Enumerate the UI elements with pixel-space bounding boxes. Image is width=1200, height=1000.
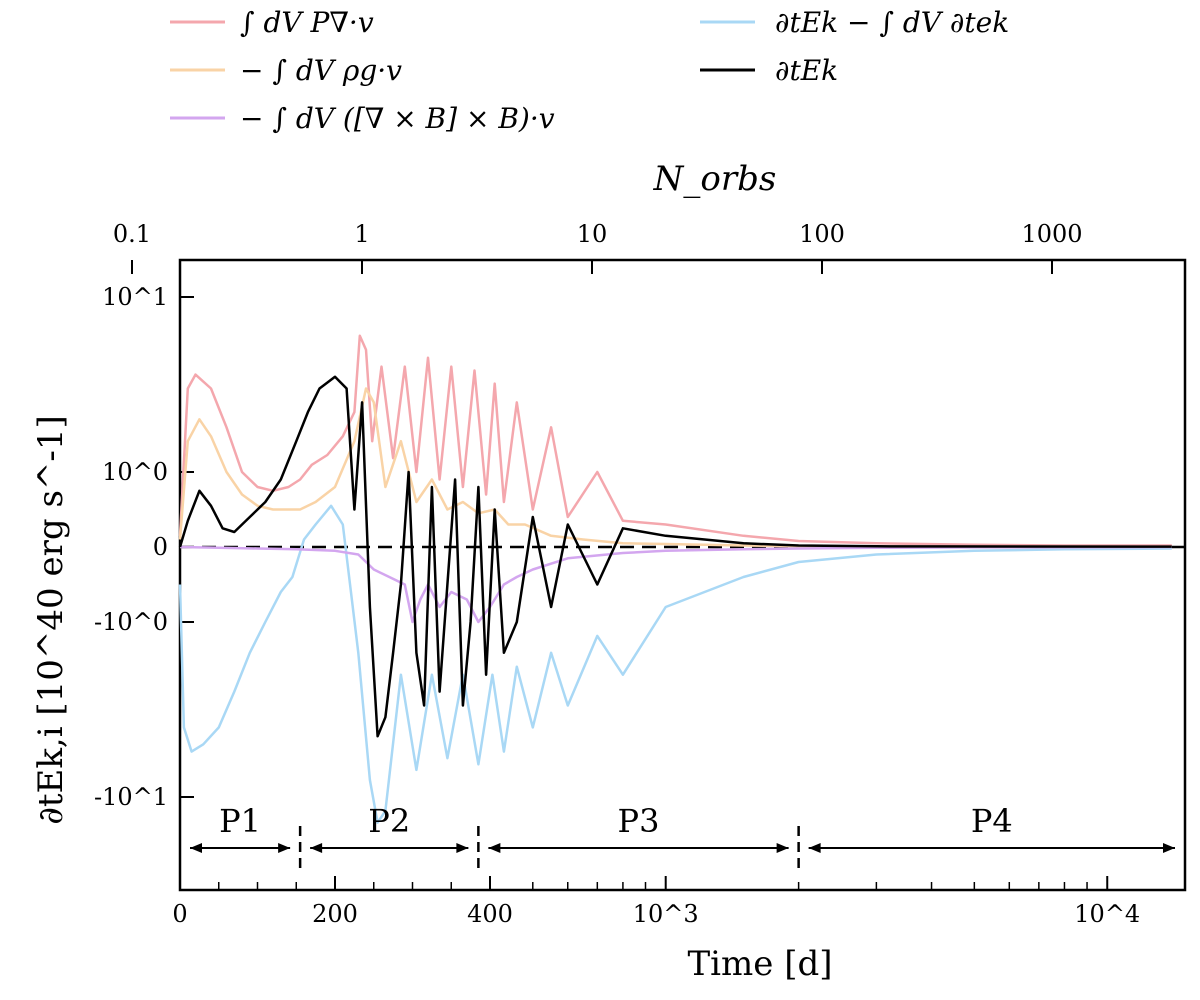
- y-tick-label: -10^0: [94, 608, 168, 636]
- x-axis-title: Time [d]: [687, 944, 832, 984]
- legend-label-pdv: ∫ dV P∇·v: [240, 6, 374, 39]
- y-tick-label: 0: [153, 533, 168, 561]
- series-line: [178, 375, 1172, 738]
- x-tick-label: 400: [467, 900, 513, 928]
- top-tick-label: 1: [354, 220, 369, 248]
- top-axis-title: N_orbs: [653, 159, 777, 199]
- legend-label-residual: ∂tEk − ∫ dV ∂tek: [775, 6, 1009, 39]
- x-tick-label: 10^3: [633, 900, 699, 928]
- y-axis-title: ∂tEk,i [10^40 erg s^-1]: [31, 415, 71, 825]
- legend-label-gravity: − ∫ dV ρg·v: [240, 54, 402, 87]
- phase-arrow-head: [808, 843, 821, 853]
- legend: ∫ dV P∇·v − ∫ dV ρg·v − ∫ dV ([∇ × B] × …: [170, 6, 1009, 135]
- legend-label-total: ∂tEk: [775, 54, 838, 87]
- legend-label-lorentz: − ∫ dV ([∇ × B] × B)·v: [240, 102, 555, 135]
- x-tick-label: 10^4: [1074, 900, 1140, 928]
- phase-arrow-head: [776, 843, 789, 853]
- y-tick-label: 10^1: [102, 283, 168, 311]
- top-tick-label: 1000: [1021, 220, 1082, 248]
- series-line: [178, 504, 1172, 824]
- top-tick-label: 0.1: [113, 220, 151, 248]
- y-tick-label: -10^1: [94, 783, 168, 811]
- phase-label: P1: [219, 802, 261, 840]
- phase-arrow-head: [278, 843, 291, 853]
- plot-frame: [178, 258, 1187, 892]
- series-line: [179, 545, 1172, 624]
- phase-arrow-head: [1163, 843, 1175, 853]
- series-line: [178, 387, 1172, 549]
- phase-arrow-head: [310, 843, 323, 853]
- x-tick-label: 200: [312, 900, 358, 928]
- phase-arrow-head: [190, 843, 202, 853]
- top-tick-label: 100: [799, 220, 845, 248]
- phase-arrow-head: [488, 843, 501, 853]
- top-tick-label: 10: [577, 220, 608, 248]
- x-tick-label: 0: [172, 900, 187, 928]
- y-tick-label: 10^0: [102, 458, 168, 486]
- series-line: [178, 334, 1172, 547]
- phase-label: P2: [368, 802, 410, 840]
- phase-label: P3: [618, 802, 660, 840]
- phase-label: P4: [971, 802, 1013, 840]
- phase-arrow-head: [456, 843, 469, 853]
